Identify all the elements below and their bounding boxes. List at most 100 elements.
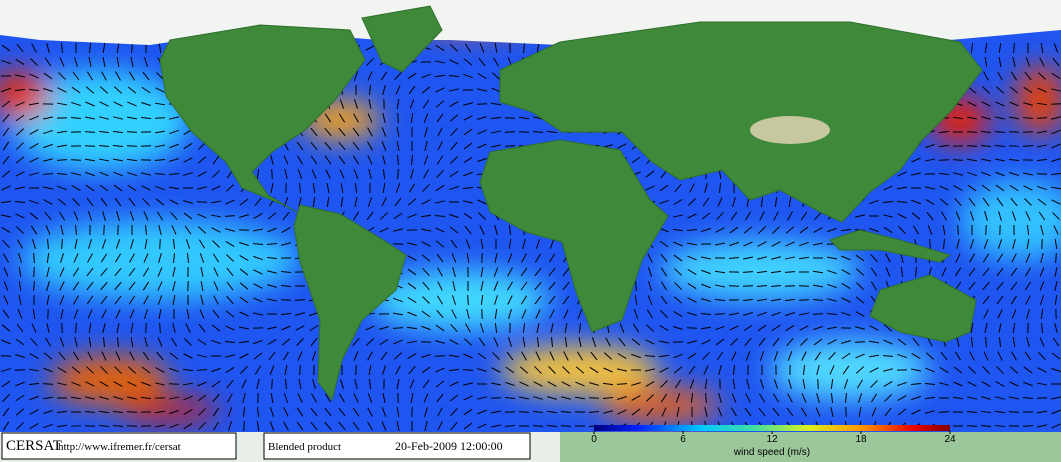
wind-arrow — [339, 169, 345, 179]
wind-arrow — [1051, 88, 1061, 92]
wind-arrow — [477, 116, 487, 120]
wind-arrow — [197, 338, 207, 346]
wind-arrow — [618, 337, 626, 347]
wind-arrow — [43, 143, 53, 149]
wind-arrow — [967, 116, 977, 120]
wind-arrow — [299, 182, 301, 194]
wind-arrow — [29, 199, 39, 205]
wind-arrow — [1, 380, 11, 388]
wind-arrow — [897, 353, 907, 359]
wind-arrow — [478, 337, 486, 347]
wind-arrow — [101, 239, 107, 249]
wind-arrow — [2, 141, 10, 151]
wind-arrow — [954, 351, 962, 361]
wind-arrow — [449, 394, 459, 402]
wind-arrow — [211, 367, 221, 373]
wind-arrow — [560, 410, 572, 414]
wind-arrow — [3, 253, 9, 263]
wind-arrow — [449, 88, 459, 92]
wind-arrow — [814, 211, 822, 221]
wind-arrow — [941, 267, 947, 277]
wind-arrow — [367, 155, 373, 165]
wind-arrow — [968, 267, 976, 277]
wind-arrow — [994, 130, 1006, 134]
wind-arrow — [88, 322, 92, 334]
wind-arrow — [463, 102, 473, 106]
wind-arrow — [868, 354, 880, 358]
wind-arrow — [504, 425, 516, 427]
wind-arrow — [550, 323, 554, 333]
africa — [479, 139, 669, 333]
wind-arrow — [508, 337, 512, 347]
wind-arrow — [424, 407, 428, 417]
wind-arrow — [672, 228, 684, 232]
wind-arrow — [42, 383, 54, 385]
wind-arrow — [980, 410, 992, 414]
wind-arrow — [479, 225, 485, 235]
wind-arrow — [256, 379, 260, 389]
wind-arrow — [170, 211, 178, 221]
wind-arrow — [435, 340, 445, 344]
wind-arrow — [102, 211, 106, 221]
wind-arrow — [436, 155, 444, 165]
wind-arrow — [994, 410, 1006, 414]
wind-arrow — [15, 381, 25, 387]
wind-arrow — [225, 240, 235, 248]
wind-arrow — [998, 336, 1002, 348]
wind-arrow — [56, 102, 68, 106]
wind-arrow — [393, 339, 403, 345]
wind-arrow — [435, 184, 445, 192]
wind-arrow — [449, 226, 459, 234]
wind-arrow — [1037, 198, 1047, 206]
wind-arrow — [15, 128, 25, 136]
wind-arrow — [226, 267, 234, 277]
wind-arrow — [631, 382, 641, 386]
wind-arrow — [297, 155, 303, 165]
wind-arrow — [773, 211, 779, 221]
wind-arrow — [325, 169, 331, 179]
wind-arrow — [1, 324, 11, 332]
wind-arrow — [59, 295, 65, 305]
wind-arrow — [925, 198, 935, 206]
wind-arrow — [658, 354, 670, 358]
wind-arrow — [420, 214, 432, 218]
wind-arrow — [646, 324, 654, 332]
wind-arrow — [743, 312, 753, 316]
wind-arrow — [1008, 158, 1020, 162]
wind-arrow — [407, 268, 417, 276]
wind-arrow — [396, 154, 400, 166]
wind-arrow — [756, 270, 768, 274]
wind-arrow — [939, 185, 949, 191]
wind-arrow — [784, 271, 796, 273]
wind-arrow — [883, 185, 893, 191]
wind-arrow — [30, 337, 38, 347]
wind-arrow — [29, 409, 39, 415]
wind-arrow — [463, 408, 473, 416]
wind-arrow — [504, 397, 516, 399]
wind-arrow — [1051, 396, 1061, 400]
wind-arrow — [578, 322, 582, 334]
wind-arrow — [800, 211, 808, 221]
wind-arrow — [451, 253, 457, 263]
wind-arrow — [845, 392, 847, 404]
wind-arrow — [367, 351, 373, 361]
wind-arrow — [310, 155, 318, 165]
wind-arrow — [168, 173, 180, 175]
wind-arrow — [421, 199, 431, 205]
wind-arrow — [1054, 266, 1058, 278]
wind-arrow — [239, 198, 249, 206]
wind-arrow — [480, 323, 484, 333]
wind-arrow — [563, 309, 569, 319]
wind-arrow — [15, 186, 25, 190]
wind-arrow — [508, 238, 512, 250]
wind-arrow — [31, 43, 37, 53]
wind-arrow — [310, 127, 318, 137]
wind-arrow — [172, 323, 176, 333]
wind-arrow — [996, 197, 1004, 207]
wind-arrow — [491, 130, 501, 134]
wind-arrow — [183, 200, 193, 204]
wind-arrow — [407, 242, 417, 246]
wind-arrow — [955, 253, 961, 263]
wind-arrow — [995, 171, 1005, 177]
wind-arrow — [352, 127, 360, 137]
